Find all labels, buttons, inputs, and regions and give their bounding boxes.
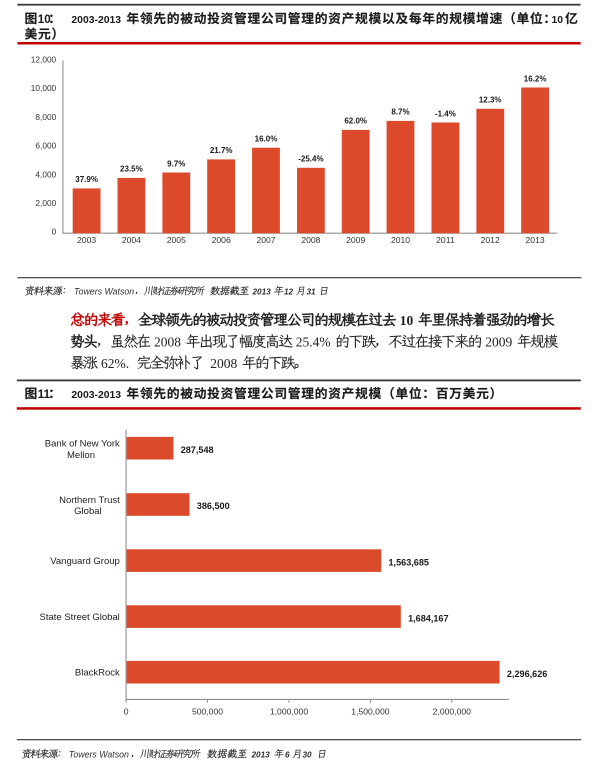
svg-text:2006: 2006 [212, 235, 231, 245]
svg-text:30: 30 [303, 750, 313, 759]
svg-text:2008: 2008 [154, 335, 181, 350]
svg-text:6: 6 [285, 750, 290, 759]
svg-text:2005: 2005 [167, 235, 186, 245]
svg-text:12.3%: 12.3% [479, 96, 502, 105]
svg-text:2,000,000: 2,000,000 [433, 706, 471, 716]
svg-text:8.7%: 8.7% [391, 108, 409, 117]
svg-text:8,000: 8,000 [35, 112, 56, 122]
svg-text:Towers Watson: Towers Watson [74, 286, 134, 296]
svg-text:10,000: 10,000 [31, 83, 57, 93]
svg-text:4,000: 4,000 [35, 169, 56, 179]
svg-text:2013: 2013 [251, 750, 271, 759]
svg-text:9.7%: 9.7% [167, 159, 185, 168]
svg-text:Global: Global [74, 506, 101, 517]
svg-text:6,000: 6,000 [35, 141, 56, 151]
svg-text:1,684,167: 1,684,167 [408, 613, 448, 623]
svg-text:2009: 2009 [346, 235, 365, 245]
svg-text:2008: 2008 [210, 356, 237, 371]
svg-text:1,000,000: 1,000,000 [270, 706, 308, 716]
svg-text:10: 10 [38, 13, 51, 26]
svg-text:Towers Watson: Towers Watson [69, 749, 129, 759]
svg-text:2,296,626: 2,296,626 [507, 669, 547, 679]
svg-text:1,563,685: 1,563,685 [389, 557, 429, 567]
svg-text:Northern Trust: Northern Trust [59, 495, 120, 506]
svg-text:37.9%: 37.9% [75, 175, 98, 184]
svg-text:-1.4%: -1.4% [435, 109, 456, 118]
svg-text:12: 12 [284, 287, 294, 296]
svg-text:23.5%: 23.5% [120, 165, 143, 174]
svg-text:2011: 2011 [436, 235, 455, 245]
svg-text:21.7%: 21.7% [210, 146, 233, 155]
svg-text:2003-2013: 2003-2013 [71, 15, 121, 26]
svg-text:2,000: 2,000 [35, 198, 56, 208]
svg-text:2013: 2013 [526, 235, 545, 245]
svg-text:11: 11 [38, 388, 51, 401]
svg-text:2009: 2009 [485, 335, 512, 350]
svg-text:16.2%: 16.2% [524, 74, 547, 83]
svg-text:-25.4%: -25.4% [298, 155, 323, 164]
svg-text:State Street Global: State Street Global [40, 612, 120, 623]
svg-text:386,500: 386,500 [197, 501, 230, 511]
svg-text:2013: 2013 [252, 287, 272, 296]
svg-text:Mellon: Mellon [67, 450, 95, 461]
svg-text:12,000: 12,000 [31, 55, 57, 65]
svg-text:2004: 2004 [122, 235, 141, 245]
svg-text:Vanguard Group: Vanguard Group [50, 556, 120, 567]
svg-text:62.0%: 62.0% [344, 117, 367, 126]
svg-text:2012: 2012 [481, 235, 500, 245]
svg-text:2003: 2003 [77, 235, 96, 245]
svg-text:31: 31 [307, 287, 317, 296]
svg-text:62%.: 62%. [101, 356, 129, 371]
svg-text:0: 0 [124, 706, 129, 716]
svg-text:BlackRock: BlackRock [75, 667, 120, 678]
svg-text:287,548: 287,548 [181, 445, 214, 455]
svg-text:500,000: 500,000 [192, 706, 223, 716]
svg-text:0: 0 [52, 227, 57, 237]
svg-text:16.0%: 16.0% [255, 135, 278, 144]
svg-text:2007: 2007 [256, 235, 275, 245]
svg-text:2008: 2008 [301, 235, 320, 245]
svg-text:1,500,000: 1,500,000 [351, 706, 389, 716]
svg-text:25.4%: 25.4% [296, 335, 331, 350]
svg-text:2003-2013: 2003-2013 [71, 390, 121, 401]
svg-text:2010: 2010 [391, 235, 410, 245]
svg-text:10: 10 [400, 313, 414, 328]
svg-text:Bank of New York: Bank of New York [45, 439, 120, 450]
svg-text:10: 10 [552, 15, 564, 26]
